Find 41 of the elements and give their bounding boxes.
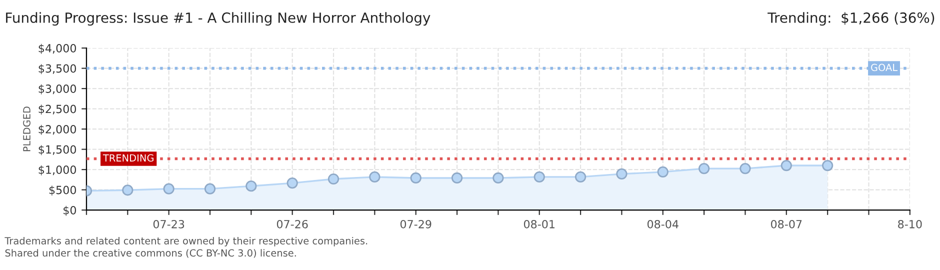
x-tick-label: 07-26 — [276, 220, 308, 228]
ref-line-label: TRENDING — [102, 154, 154, 162]
text: Shared under the creative commons (CC BY-NC 3.0) license. — [5, 249, 296, 258]
text: Trademarks and related content are owned by their respective companies. — [4, 236, 368, 246]
point — [122, 184, 134, 196]
point — [780, 160, 792, 172]
text: Trending: $1,266 (36%) — [768, 12, 934, 26]
point — [163, 183, 174, 194]
point — [410, 172, 422, 184]
point — [369, 171, 380, 183]
x-tick-label: 08-07 — [770, 220, 802, 228]
point — [574, 171, 586, 183]
point — [534, 171, 545, 183]
point — [286, 177, 298, 189]
point — [204, 183, 216, 194]
y-tick-label: $3,000 — [38, 84, 76, 94]
x-tick-label: 07-29 — [400, 220, 432, 228]
ref-line-label: GOAL — [871, 64, 898, 72]
chart-title: Funding Progress: Issue #1 - A Chilling New Horror Anthology — [6, 12, 430, 26]
y-tick-label: $500 — [49, 186, 76, 196]
y-tick-label: $2,000 — [38, 124, 76, 135]
x-tick-label: 8-10 — [898, 220, 922, 228]
point — [657, 166, 668, 178]
y-axis-title: PLEDGED — [23, 106, 30, 152]
y-tick-label: $0 — [64, 206, 76, 216]
y-tick-label: $1,000 — [38, 165, 76, 176]
point — [492, 172, 504, 184]
x-tick-label: 08-04 — [647, 220, 678, 228]
y-tick-label: $1,500 — [38, 145, 76, 156]
point — [822, 160, 834, 172]
x-tick-label: 07-23 — [153, 220, 184, 228]
point — [451, 172, 463, 184]
y-tick-label: $3,500 — [38, 64, 76, 74]
y-tick-label: $4,000 — [38, 44, 76, 54]
point — [246, 180, 257, 192]
point — [698, 162, 710, 174]
point — [740, 162, 751, 174]
x-tick-label: 08-01 — [524, 220, 554, 228]
y-tick-label: $2,500 — [38, 104, 76, 115]
point — [328, 173, 340, 185]
point — [616, 168, 628, 180]
